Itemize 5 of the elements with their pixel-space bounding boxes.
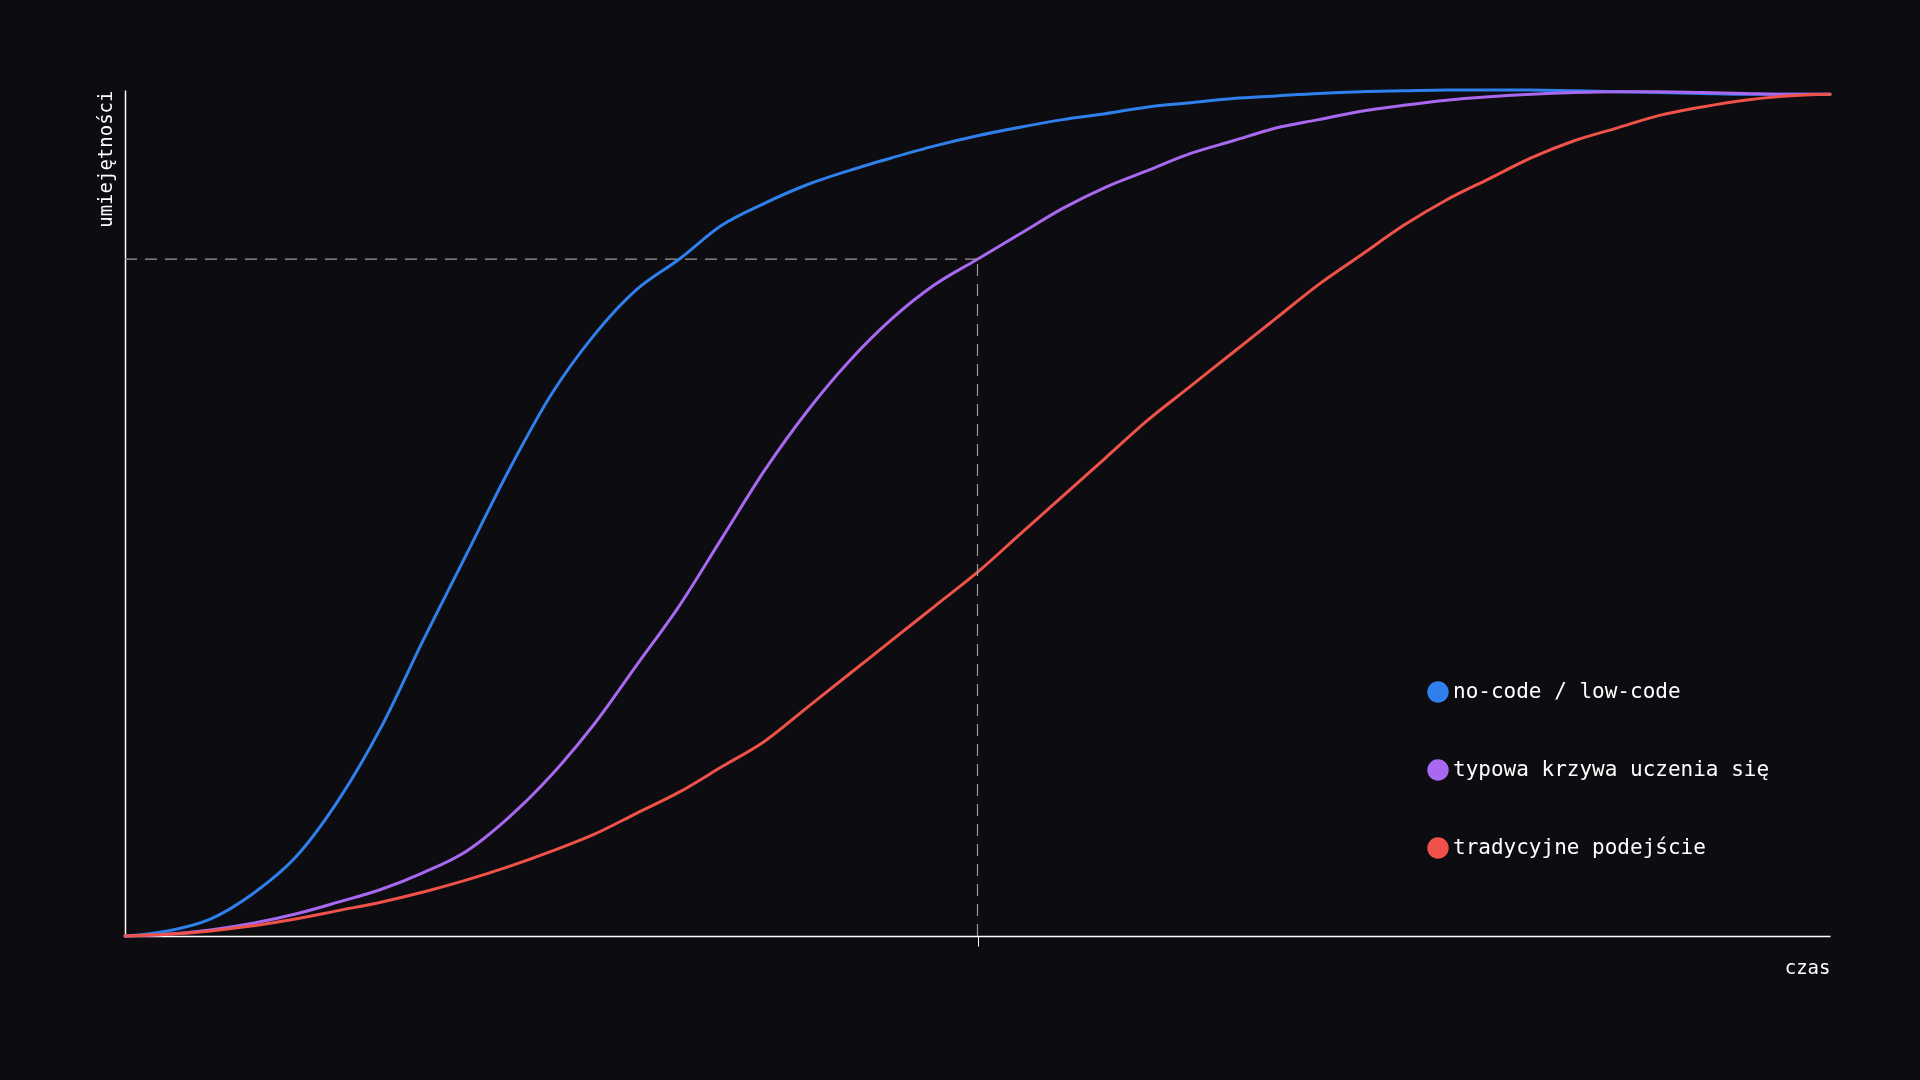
legend-label: tradycyjne podejście (1453, 835, 1706, 859)
x-axis-title: czas (1784, 956, 1831, 978)
legend-label: typowa krzywa uczenia się (1453, 757, 1770, 781)
legend-label: no-code / low-code (1453, 679, 1681, 703)
y-axis-title: umiejętności (93, 90, 116, 228)
